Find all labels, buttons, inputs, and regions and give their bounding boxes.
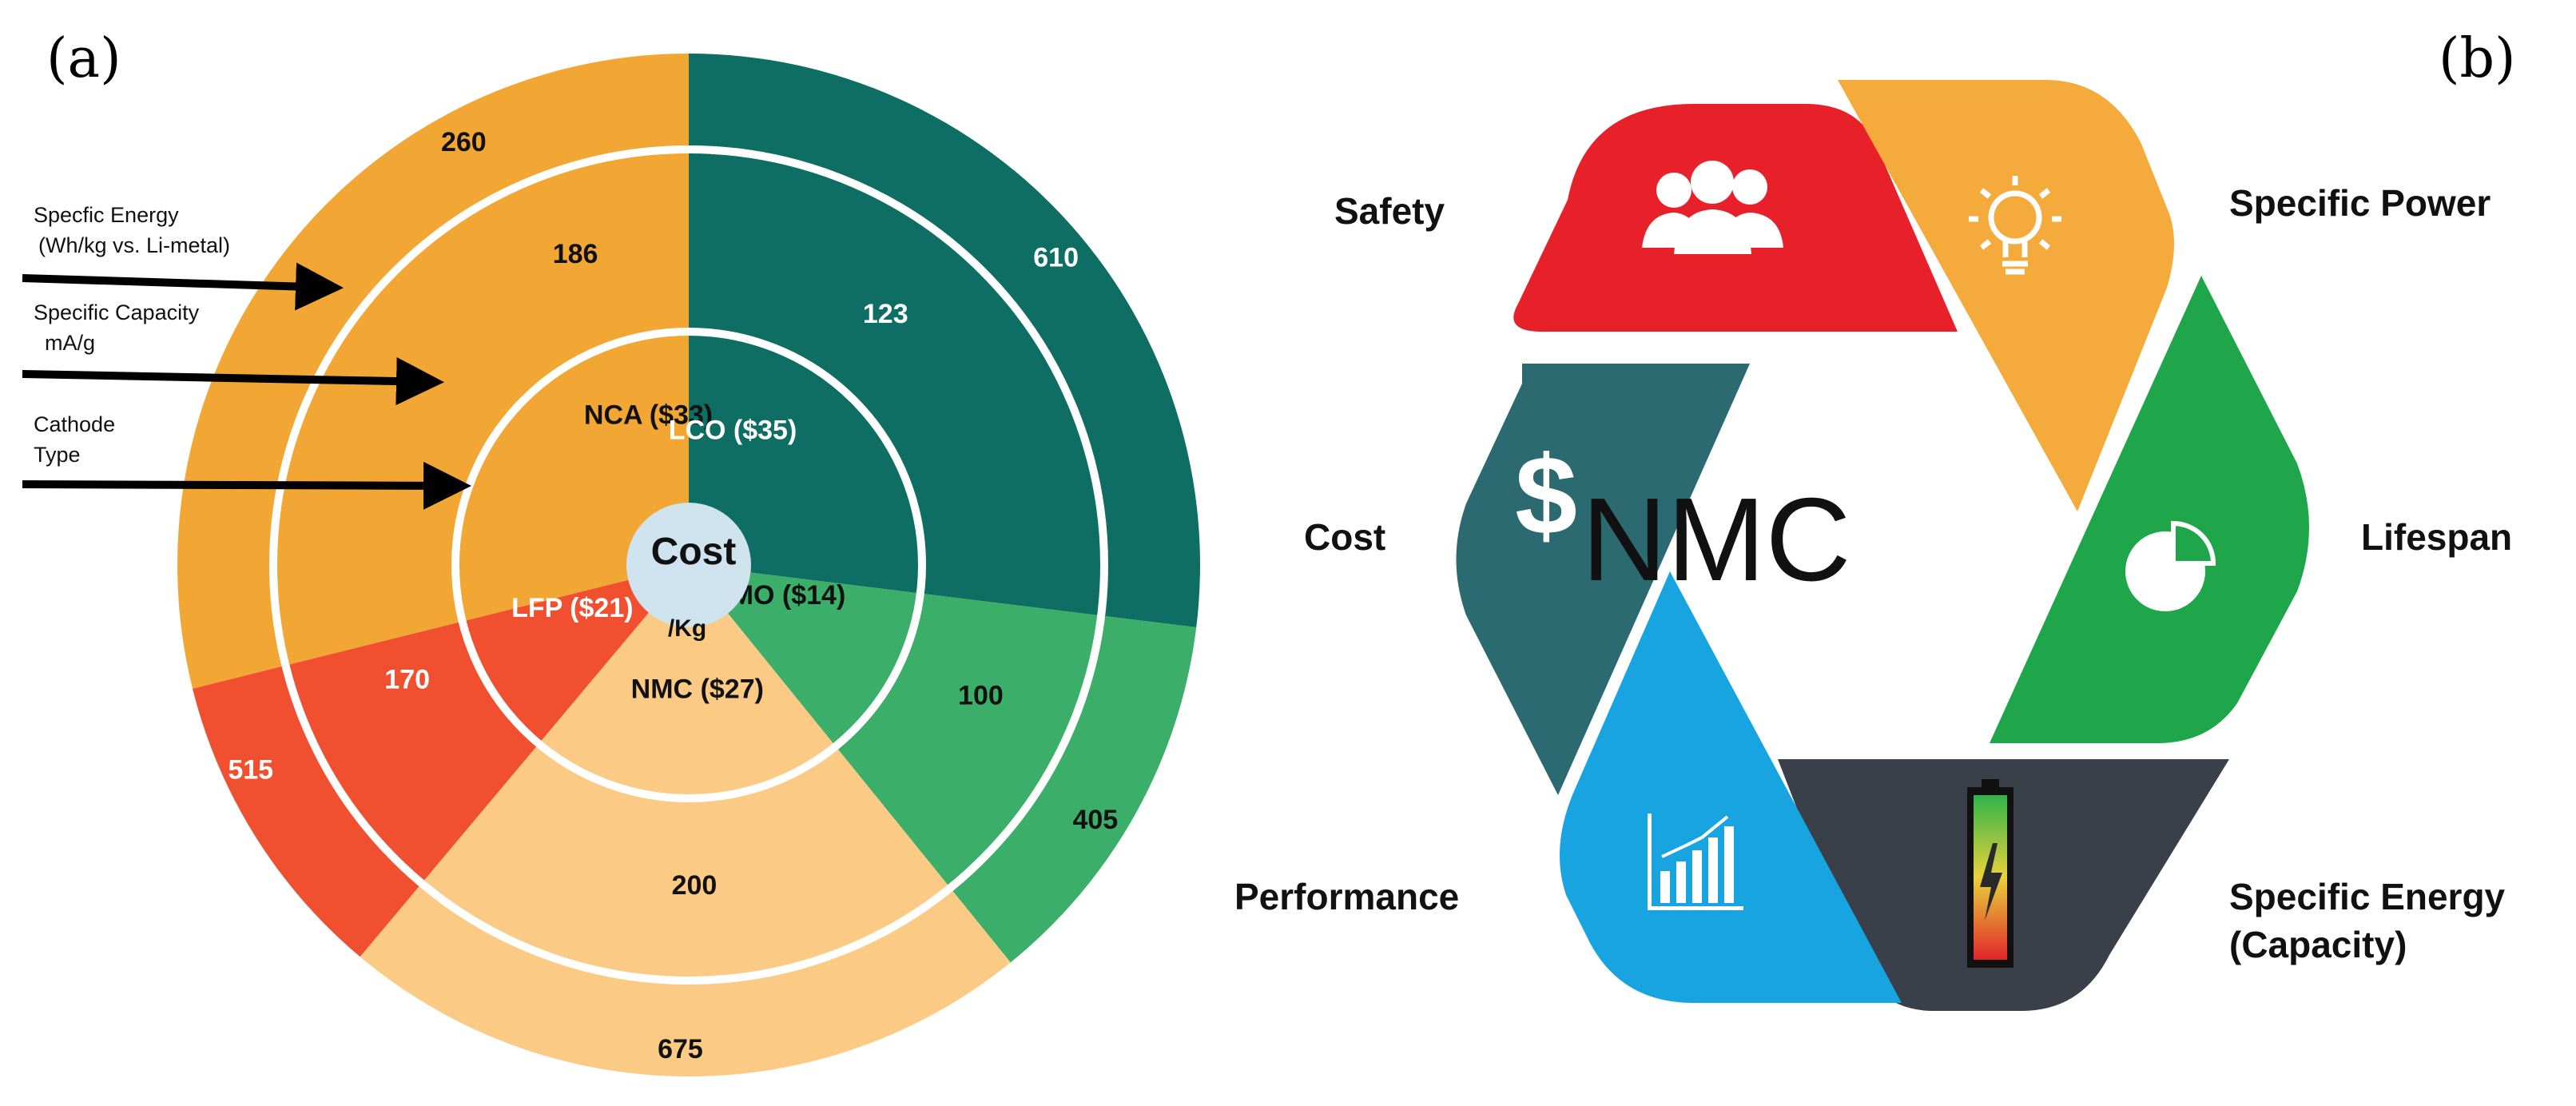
label-lifespan: Lifespan xyxy=(2361,516,2512,558)
segment-performance xyxy=(1560,571,1902,1003)
nmc-type-label: NMC ($27) xyxy=(631,674,764,705)
cost-center-circle xyxy=(626,503,751,627)
label-specific-power: Specific Power xyxy=(2229,182,2491,224)
lco-energy-label: 610 xyxy=(1033,242,1079,273)
panel-a-letter: (a) xyxy=(46,27,121,90)
nca-type-label: NCA ($33) xyxy=(584,400,713,431)
nmc-center-label: NMC xyxy=(1581,474,1851,606)
legend-energy-label-line1: Specfic Energy xyxy=(34,203,179,227)
nca-energy-label: 260 xyxy=(441,127,487,157)
label-specific-energy-line2: (Capacity) xyxy=(2229,924,2407,965)
inner-ring xyxy=(451,328,926,802)
cost-center-title: Cost xyxy=(651,531,737,573)
lfp-type-label: LFP ($21) xyxy=(511,593,633,623)
lfp-energy-label: 515 xyxy=(228,755,273,786)
legend-capacity-label-line1: Specific Capacity xyxy=(34,300,200,324)
nca-capacity-label: 186 xyxy=(553,239,598,269)
pie-chart-icon xyxy=(2125,520,2216,611)
panel-b-letter: (b) xyxy=(2439,27,2516,90)
segment-lmo xyxy=(689,565,1197,963)
lightbulb-icon xyxy=(1969,176,2061,275)
label-specific-energy-line1: Specific Energy xyxy=(2229,876,2506,917)
nmc-capacity-label: 200 xyxy=(672,870,718,901)
legend-cathode-label-line1: Cathode xyxy=(34,412,115,436)
energy-arrow xyxy=(22,262,344,311)
lmo-energy-label: 405 xyxy=(1072,805,1118,835)
battery-icon xyxy=(1967,779,2013,968)
lco-capacity-label: 123 xyxy=(863,299,908,329)
segment-cost xyxy=(1456,364,1750,795)
label-performance: Performance xyxy=(1234,876,1459,917)
label-safety: Safety xyxy=(1334,190,1445,232)
segment-specific-power xyxy=(1838,80,2174,511)
legend-arrows: Specfic Energy (Wh/kg vs. Li-metal) Spec… xyxy=(22,203,471,510)
lfp-capacity-label: 170 xyxy=(384,664,430,694)
cost-center-unit: /Kg xyxy=(668,615,706,642)
label-cost: Cost xyxy=(1304,516,1385,558)
lco-type-label: LCO ($35) xyxy=(669,416,797,446)
bar-chart-icon xyxy=(1648,814,1743,910)
legend-energy-label-line2: (Wh/kg vs. Li-metal) xyxy=(38,233,230,257)
dollar-symbol: $ xyxy=(1515,432,1577,558)
capacity-arrow xyxy=(22,357,444,406)
nmc-energy-label: 675 xyxy=(658,1034,703,1064)
lmo-capacity-label: 100 xyxy=(958,681,1004,711)
dollar-icon: $ xyxy=(1515,432,1577,558)
segment-lco xyxy=(689,54,1200,627)
segment-lifespan xyxy=(1990,276,2309,743)
people-icon xyxy=(1642,161,1783,254)
cathode-arrow xyxy=(22,461,471,510)
legend-cathode-label-line2: Type xyxy=(34,443,81,467)
middle-ring xyxy=(269,145,1108,985)
legend-capacity-label-line2: mA/g xyxy=(45,331,95,355)
segment-lfp xyxy=(193,565,689,957)
